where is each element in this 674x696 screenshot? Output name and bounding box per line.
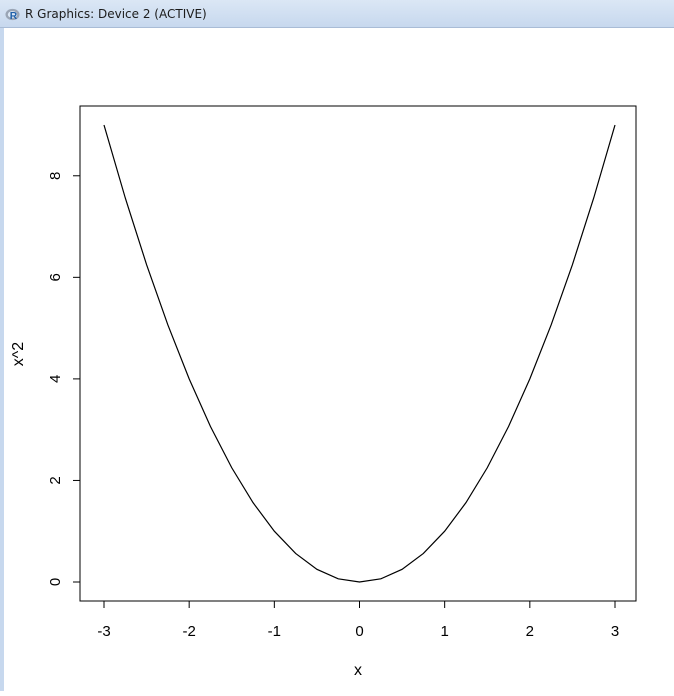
x-tick-label: 1 (440, 623, 448, 640)
x-tick-label: -2 (182, 623, 195, 640)
window-titlebar[interactable]: R R Graphics: Device 2 (ACTIVE) (0, 0, 674, 28)
chart: -3 -2 -1 0 1 2 3 0 2 4 6 8 x x^2 (10, 105, 637, 679)
x-tick-label: 2 (526, 623, 534, 640)
y-axis-label: x^2 (10, 342, 27, 367)
window-title: R Graphics: Device 2 (ACTIVE) (25, 7, 207, 21)
x-tick-label: 0 (355, 623, 363, 640)
x-tick-label: -3 (97, 623, 110, 640)
y-tick-label: 0 (47, 578, 64, 586)
plot-canvas: -3 -2 -1 0 1 2 3 0 2 4 6 8 x x^2 (4, 28, 674, 691)
y-tick-label: 8 (47, 172, 64, 180)
y-tick-label: 2 (47, 476, 64, 484)
r-logo-icon: R (5, 8, 20, 22)
plot-box (79, 105, 637, 602)
series-line (103, 124, 616, 583)
y-tick-label: 6 (47, 273, 64, 281)
window-frame-left (0, 28, 4, 691)
svg-text:R: R (10, 11, 18, 22)
x-axis-label: x (354, 662, 362, 679)
x-tick-label: 3 (611, 623, 619, 640)
x-tick-label: -1 (268, 623, 281, 640)
y-tick-label: 4 (47, 375, 64, 383)
